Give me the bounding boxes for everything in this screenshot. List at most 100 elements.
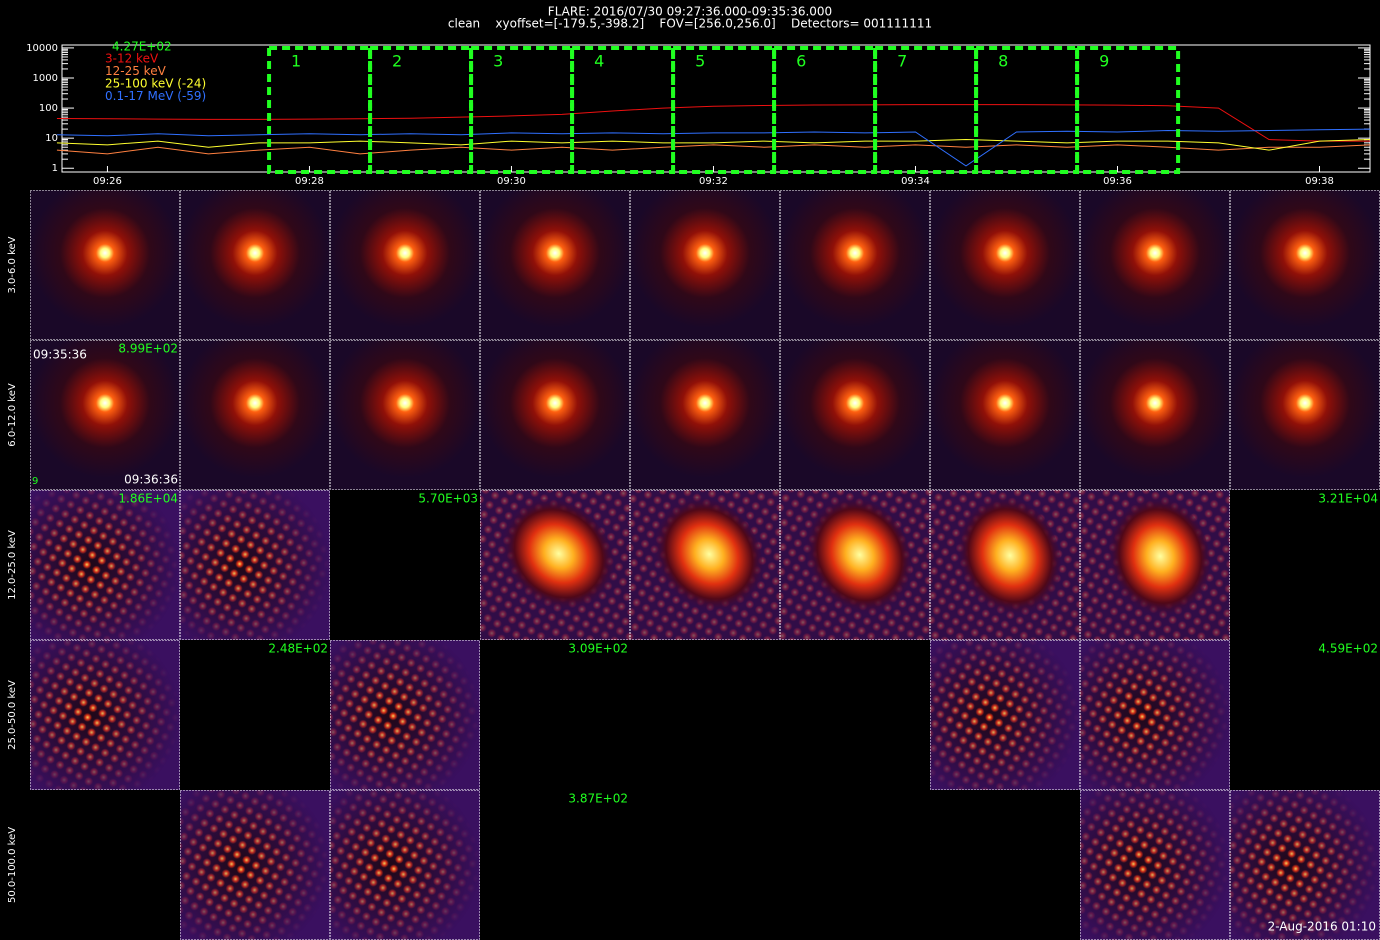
energy-label: 6.0-12.0 keV [7,383,18,447]
cell-border [1080,640,1230,790]
image-cell [30,640,180,790]
image-cell [1080,790,1230,940]
image-cell [30,340,180,490]
image-cell [30,490,180,640]
image-cell [330,640,480,790]
image-cell [180,190,330,340]
image-compact [1080,190,1230,340]
image-cell [630,490,780,640]
image-cell [1080,190,1230,340]
image-cell [480,340,630,490]
image-cell [480,490,630,640]
cell-border [30,490,180,640]
interval-box [772,46,878,174]
series-line [56,128,1371,167]
y-tick-label: 100 [39,103,58,114]
interval-label: 7 [897,52,907,71]
image-cell [1080,640,1230,790]
interval-box [671,46,777,174]
x-tick-label: 09:32 [699,176,728,187]
cell-border [780,340,930,490]
energy-label: 50.0-100.0 keV [7,827,18,903]
image-cell [330,340,480,490]
image-cell [1230,190,1380,340]
image-source [496,498,614,617]
image-cell [780,340,930,490]
image-fringe [1080,790,1230,940]
image-cell [930,490,1080,640]
y-tick-label: 10 [45,133,58,144]
x-tick-label: 09:28 [295,176,324,187]
image-cell [630,190,780,340]
annotation: 4.27E+02 [112,40,172,54]
cell-border [330,340,480,490]
footer: 2-Aug-2016 01:10 [1268,920,1376,934]
image-fringe [1230,790,1380,940]
cell-border [480,490,630,640]
interval-label: 8 [998,52,1008,71]
cell-border [1080,190,1230,340]
cell-border [930,340,1080,490]
image-cell [780,190,930,340]
cell-border [930,640,1080,790]
cell-border [330,640,480,790]
energy-label: 25.0-50.0 keV [7,680,18,750]
cell-border [330,190,480,340]
cell-border [30,190,180,340]
y-tick-label: 1 [52,163,58,174]
image-compact [330,190,480,340]
image-source [1100,494,1210,621]
interval-box [974,46,1080,174]
image-cell [1080,490,1230,640]
x-tick-label: 09:38 [1305,176,1334,187]
cell-border [630,340,780,490]
image-compact [180,190,330,340]
image-fringe [30,490,180,640]
interval-box [469,46,575,174]
cell-border [180,340,330,490]
image-cell [630,340,780,490]
cell-index: 9 [32,476,38,487]
x-tick-label: 09:30 [497,176,526,187]
image-cell [180,790,330,940]
image-cell [480,190,630,340]
image-compact [930,190,1080,340]
cell-label: 3.21E+04 [1318,492,1378,506]
image-compact [1230,340,1380,490]
cell-border [1230,190,1380,340]
image-cell [330,190,480,340]
image-cell [930,190,1080,340]
cell-border [930,190,1080,340]
image-compact [1080,340,1230,490]
image-compact [780,190,930,340]
image-source [798,496,912,619]
x-tick-label: 09:26 [93,176,122,187]
interval-label: 6 [796,52,806,71]
image-cell [930,640,1080,790]
cell-border [480,190,630,340]
energy-label: 3.0-6.0 keV [7,236,18,293]
image-fringe [330,640,480,790]
cell-border [30,640,180,790]
cell-border [630,190,780,340]
series-line [56,139,1371,151]
cell-label: 2.48E+02 [268,642,328,656]
interval-label: 4 [594,52,604,71]
image-cell [1230,790,1380,940]
image-compact [30,190,180,340]
image-source [647,497,763,618]
cell-border [180,190,330,340]
image-compact [330,340,480,490]
image-cell [1230,340,1380,490]
interval-box [1075,46,1181,174]
image-fringe [930,640,1080,790]
legend-entry: 0.1-17 MeV (-59) [105,89,206,103]
energy-label: 12.0-25.0 keV [7,530,18,600]
image-fringe [30,640,180,790]
image-compact [930,340,1080,490]
cell-border [180,490,330,640]
image-compact [480,340,630,490]
image-compact [180,340,330,490]
